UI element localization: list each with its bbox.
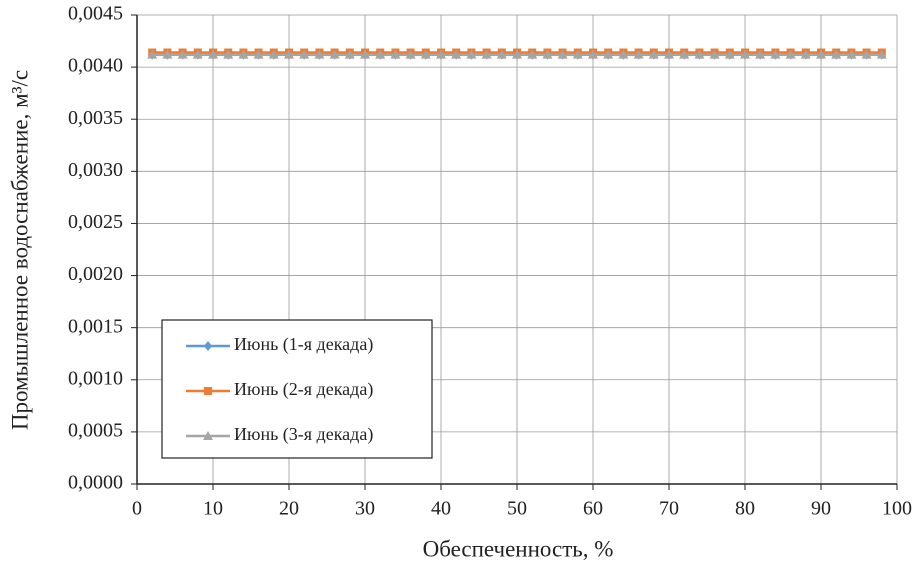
y-tick-label: 0,0010 xyxy=(68,367,123,389)
y-tick-label: 0,0030 xyxy=(68,159,123,181)
marker xyxy=(268,49,279,59)
marker xyxy=(816,49,826,59)
marker xyxy=(299,49,310,59)
marker xyxy=(420,49,431,59)
marker xyxy=(861,49,872,59)
marker xyxy=(846,49,857,59)
marker xyxy=(755,49,766,59)
x-tick-label: 100 xyxy=(882,498,912,520)
x-tick-label: 20 xyxy=(279,498,299,520)
marker xyxy=(709,49,720,59)
x-tick-label: 80 xyxy=(735,498,755,520)
marker xyxy=(694,49,705,59)
x-tick-label: 70 xyxy=(659,498,679,520)
marker xyxy=(451,49,462,59)
marker xyxy=(204,387,212,395)
marker xyxy=(375,49,386,59)
x-tick-label: 90 xyxy=(811,498,831,520)
y-tick-label: 0,0005 xyxy=(68,419,123,441)
marker xyxy=(800,49,811,59)
marker xyxy=(679,49,690,59)
x-tick-label: 50 xyxy=(507,498,527,520)
marker xyxy=(831,49,842,59)
y-tick-label: 0,0040 xyxy=(68,55,123,77)
x-tick-label: 60 xyxy=(583,498,603,520)
marker xyxy=(238,49,249,59)
marker xyxy=(253,49,264,59)
marker xyxy=(223,49,234,59)
y-axis-label: Промышленное водоснабжение, м³/с xyxy=(7,70,32,430)
y-tick-label: 0,0045 xyxy=(68,3,123,25)
marker xyxy=(603,49,614,59)
marker xyxy=(147,49,158,59)
marker xyxy=(203,431,213,440)
x-tick-label: 10 xyxy=(203,498,223,520)
marker xyxy=(284,49,294,59)
marker xyxy=(542,49,553,59)
marker xyxy=(204,341,212,351)
marker xyxy=(648,49,659,59)
y-tick-label: 0,0015 xyxy=(68,315,123,337)
marker xyxy=(527,49,538,59)
y-tick-label: 0,0025 xyxy=(68,211,123,233)
x-tick-label: 30 xyxy=(355,498,375,520)
marker xyxy=(664,49,674,59)
marker xyxy=(177,49,188,59)
y-tick-label: 0,0035 xyxy=(68,107,123,129)
marker xyxy=(770,49,781,59)
marker xyxy=(512,49,522,59)
y-tick-label: 0,0020 xyxy=(68,263,123,285)
marker xyxy=(208,49,218,59)
legend-label: Июнь (3-я декада) xyxy=(234,424,373,445)
marker xyxy=(405,49,416,59)
x-axis-label: Обеспеченность, % xyxy=(423,536,614,561)
marker xyxy=(740,49,750,59)
x-tick-label: 0 xyxy=(132,498,142,520)
legend: Июнь (1-я декада) Июнь (2-я декада) Июнь (… xyxy=(161,319,433,459)
y-tick-label: 0,0000 xyxy=(68,472,123,494)
marker xyxy=(588,49,598,59)
marker xyxy=(618,49,629,59)
marker xyxy=(572,49,583,59)
marker xyxy=(496,49,507,59)
marker xyxy=(724,49,735,59)
marker xyxy=(785,49,796,59)
marker xyxy=(192,49,203,59)
marker xyxy=(633,49,644,59)
marker xyxy=(436,49,446,59)
marker xyxy=(344,49,355,59)
marker xyxy=(876,49,887,59)
marker xyxy=(481,49,492,59)
x-tick-label: 40 xyxy=(431,498,451,520)
marker xyxy=(466,49,477,59)
legend-label: Июнь (1-я декада) xyxy=(234,334,373,355)
legend-label: Июнь (2-я декада) xyxy=(234,379,373,400)
marker xyxy=(314,49,325,59)
marker xyxy=(557,49,568,59)
marker xyxy=(329,49,340,59)
marker xyxy=(162,49,173,59)
marker xyxy=(390,49,401,59)
marker xyxy=(360,49,370,59)
